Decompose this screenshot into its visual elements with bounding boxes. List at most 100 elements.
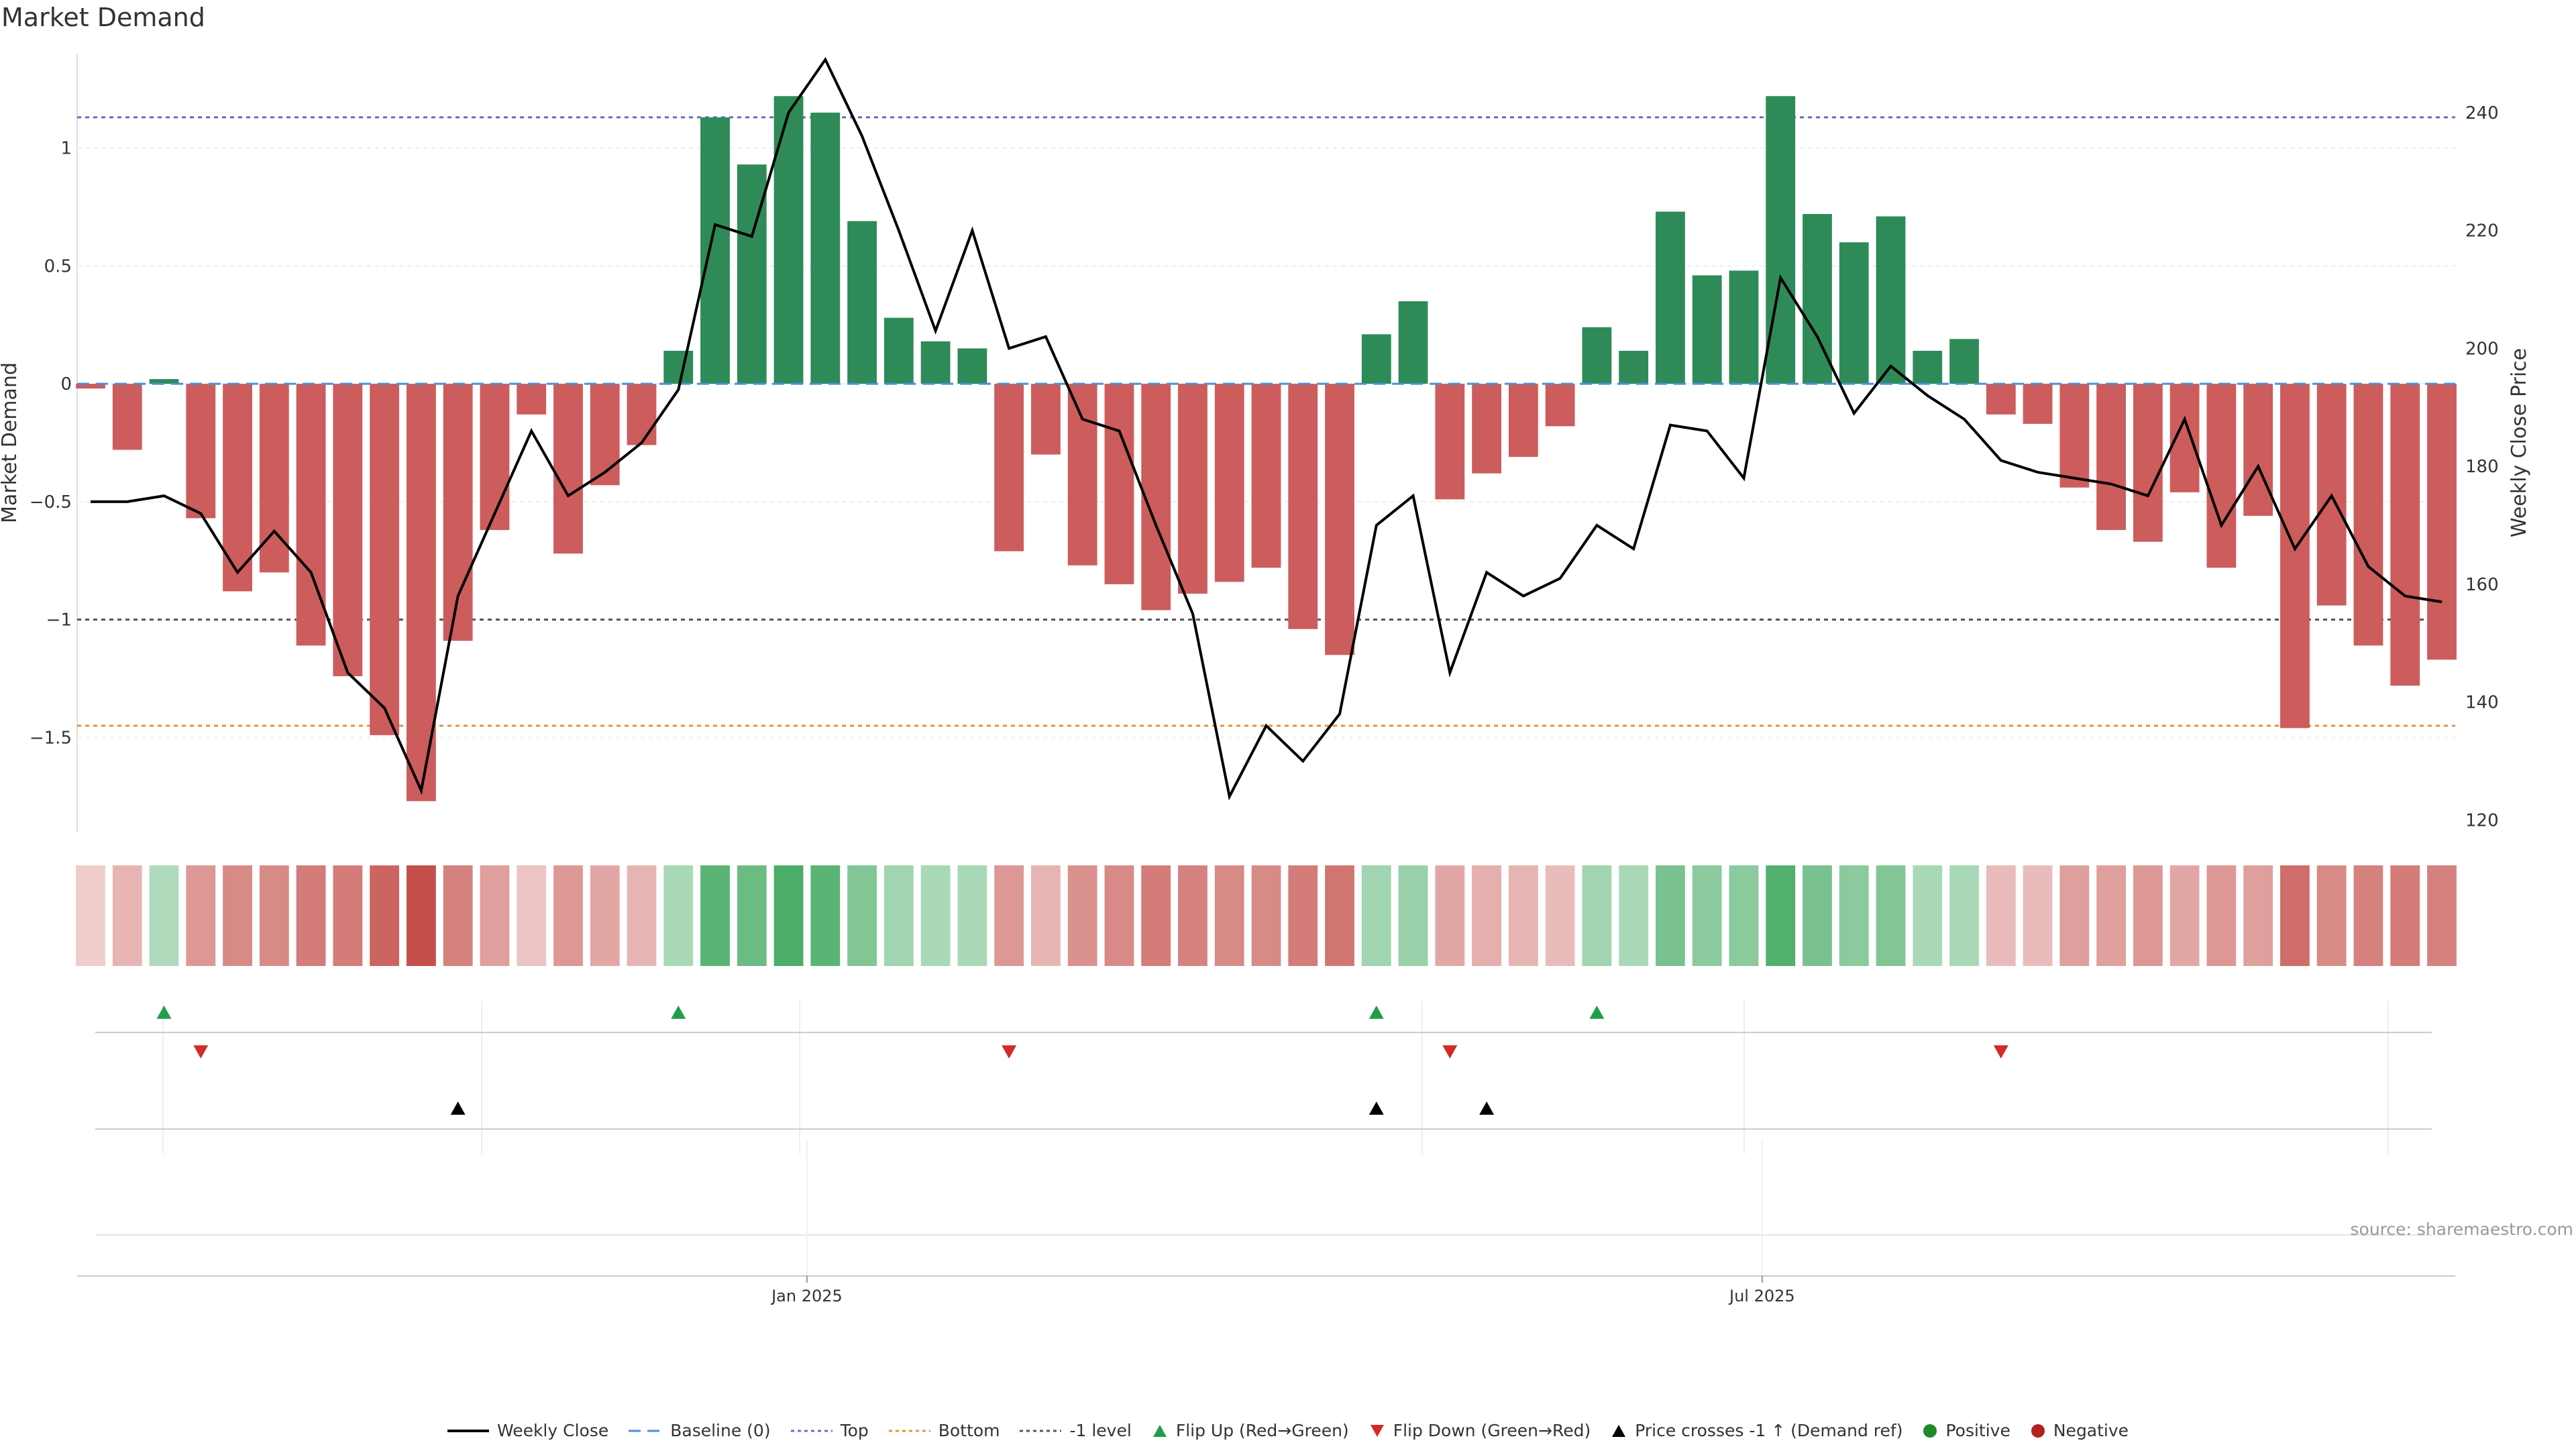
source-note: source: sharemaestro.com xyxy=(2350,1220,2574,1239)
y2-tick-label: 240 xyxy=(2465,103,2499,123)
legend-item: Flip Up (Red→Green) xyxy=(1152,1421,1349,1440)
heat-cell xyxy=(517,865,547,966)
flip-up-marker xyxy=(156,1006,172,1019)
demand-bar xyxy=(1398,301,1428,384)
demand-bar xyxy=(1031,384,1061,455)
heat-cell xyxy=(883,865,914,966)
demand-bar xyxy=(2243,384,2273,516)
demand-bar xyxy=(1582,327,1612,384)
legend-item: Negative xyxy=(2031,1421,2129,1440)
flip-down-marker xyxy=(1002,1045,1017,1059)
heat-cell xyxy=(1545,865,1575,966)
y2-tick-label: 180 xyxy=(2465,457,2499,477)
demand-bar xyxy=(1251,384,1281,568)
heat-cell xyxy=(1656,865,1685,966)
heat-cell xyxy=(1398,865,1428,966)
demand-bar xyxy=(553,384,583,554)
y-tick-label: −1 xyxy=(46,610,72,631)
demand-bar xyxy=(1325,384,1354,655)
demand-bar xyxy=(333,384,363,676)
heat-cell xyxy=(2243,865,2273,966)
heat-cell xyxy=(1104,865,1134,966)
heat-cell xyxy=(2316,865,2347,966)
heat-cell xyxy=(186,865,216,966)
demand-bar xyxy=(1545,384,1575,427)
demand-bar xyxy=(663,350,694,384)
heat-cell xyxy=(1251,865,1281,966)
heat-cell xyxy=(1141,865,1171,966)
heat-cell xyxy=(1913,865,1943,966)
legend-item: Positive xyxy=(1923,1421,2010,1440)
y2-tick-label: 120 xyxy=(2465,810,2499,830)
demand-bar xyxy=(517,384,547,415)
y-tick-label: −1.5 xyxy=(30,728,72,748)
demand-bar xyxy=(2390,384,2420,686)
demand-bar xyxy=(773,96,804,384)
heat-cell xyxy=(1508,865,1538,966)
demand-bar xyxy=(957,348,987,384)
demand-bar xyxy=(1619,350,1649,384)
demand-bar xyxy=(700,117,730,384)
y-axis-title: Market Demand xyxy=(0,362,21,523)
weekly-close-line xyxy=(91,56,2443,801)
y2-tick-label: 140 xyxy=(2465,693,2499,713)
legend-swatch xyxy=(790,1426,833,1436)
demand-bar xyxy=(1472,384,1501,474)
heat-cell xyxy=(1325,865,1354,966)
legend-swatch xyxy=(1020,1426,1062,1436)
legend-swatch xyxy=(888,1426,930,1436)
demand-bar xyxy=(480,384,510,531)
legend: Weekly Close Baseline (0) Top Bottom -1 leve… xyxy=(0,1421,2576,1440)
legend-item: -1 level xyxy=(1020,1421,1132,1440)
heat-cell xyxy=(333,865,363,966)
heat-cell xyxy=(1435,865,1465,966)
flip-up-marker xyxy=(671,1006,686,1019)
heat-cell xyxy=(2280,865,2310,966)
heat-cell xyxy=(1986,865,2016,966)
demand-bar xyxy=(627,384,657,445)
x-tick-label: Jan 2025 xyxy=(770,1287,843,1305)
price-cross-marker xyxy=(1479,1102,1495,1115)
demand-bar xyxy=(994,384,1024,551)
demand-bar xyxy=(1656,211,1685,384)
heat-cell xyxy=(700,865,730,966)
heat-cell xyxy=(406,865,436,966)
legend-item: Top xyxy=(790,1421,869,1440)
heat-cell xyxy=(480,865,510,966)
demand-bar xyxy=(1839,242,1869,384)
demand-bar xyxy=(2280,384,2310,729)
demand-bar xyxy=(370,384,400,735)
heat-cell xyxy=(2390,865,2420,966)
heat-cell xyxy=(443,865,473,966)
demand-bar xyxy=(1435,384,1465,500)
heat-cell xyxy=(2133,865,2163,966)
demand-bar xyxy=(1178,384,1208,594)
legend-swatch xyxy=(1923,1424,1937,1438)
legend-label: -1 level xyxy=(1069,1421,1132,1440)
legend-item: Weekly Close xyxy=(447,1421,608,1440)
price-cross-marker xyxy=(1368,1102,1384,1115)
legend-swatch xyxy=(629,1426,663,1436)
heat-cell xyxy=(223,865,252,966)
demand-bar xyxy=(1913,350,1943,384)
heat-cell xyxy=(76,865,105,966)
heat-cell xyxy=(370,865,400,966)
heat-cell xyxy=(1288,865,1318,966)
heat-cell xyxy=(2169,865,2200,966)
flip-down-marker xyxy=(1442,1045,1458,1059)
heat-cell xyxy=(2427,865,2457,966)
demand-bar xyxy=(883,317,914,384)
legend-item: Flip Down (Green→Red) xyxy=(1369,1421,1591,1440)
heat-cell xyxy=(1361,865,1391,966)
heat-cell xyxy=(296,865,326,966)
heat-cell xyxy=(1692,865,1722,966)
legend-item: Price crosses -1 ↑ (Demand ref) xyxy=(1611,1421,1902,1440)
flip-up-marker xyxy=(1589,1006,1605,1019)
flip-up-marker xyxy=(1368,1006,1384,1019)
heat-cell xyxy=(2059,865,2090,966)
heat-cell xyxy=(1766,865,1796,966)
legend-label: Negative xyxy=(2053,1421,2129,1440)
heat-cell xyxy=(149,865,179,966)
heat-cell xyxy=(957,865,987,966)
